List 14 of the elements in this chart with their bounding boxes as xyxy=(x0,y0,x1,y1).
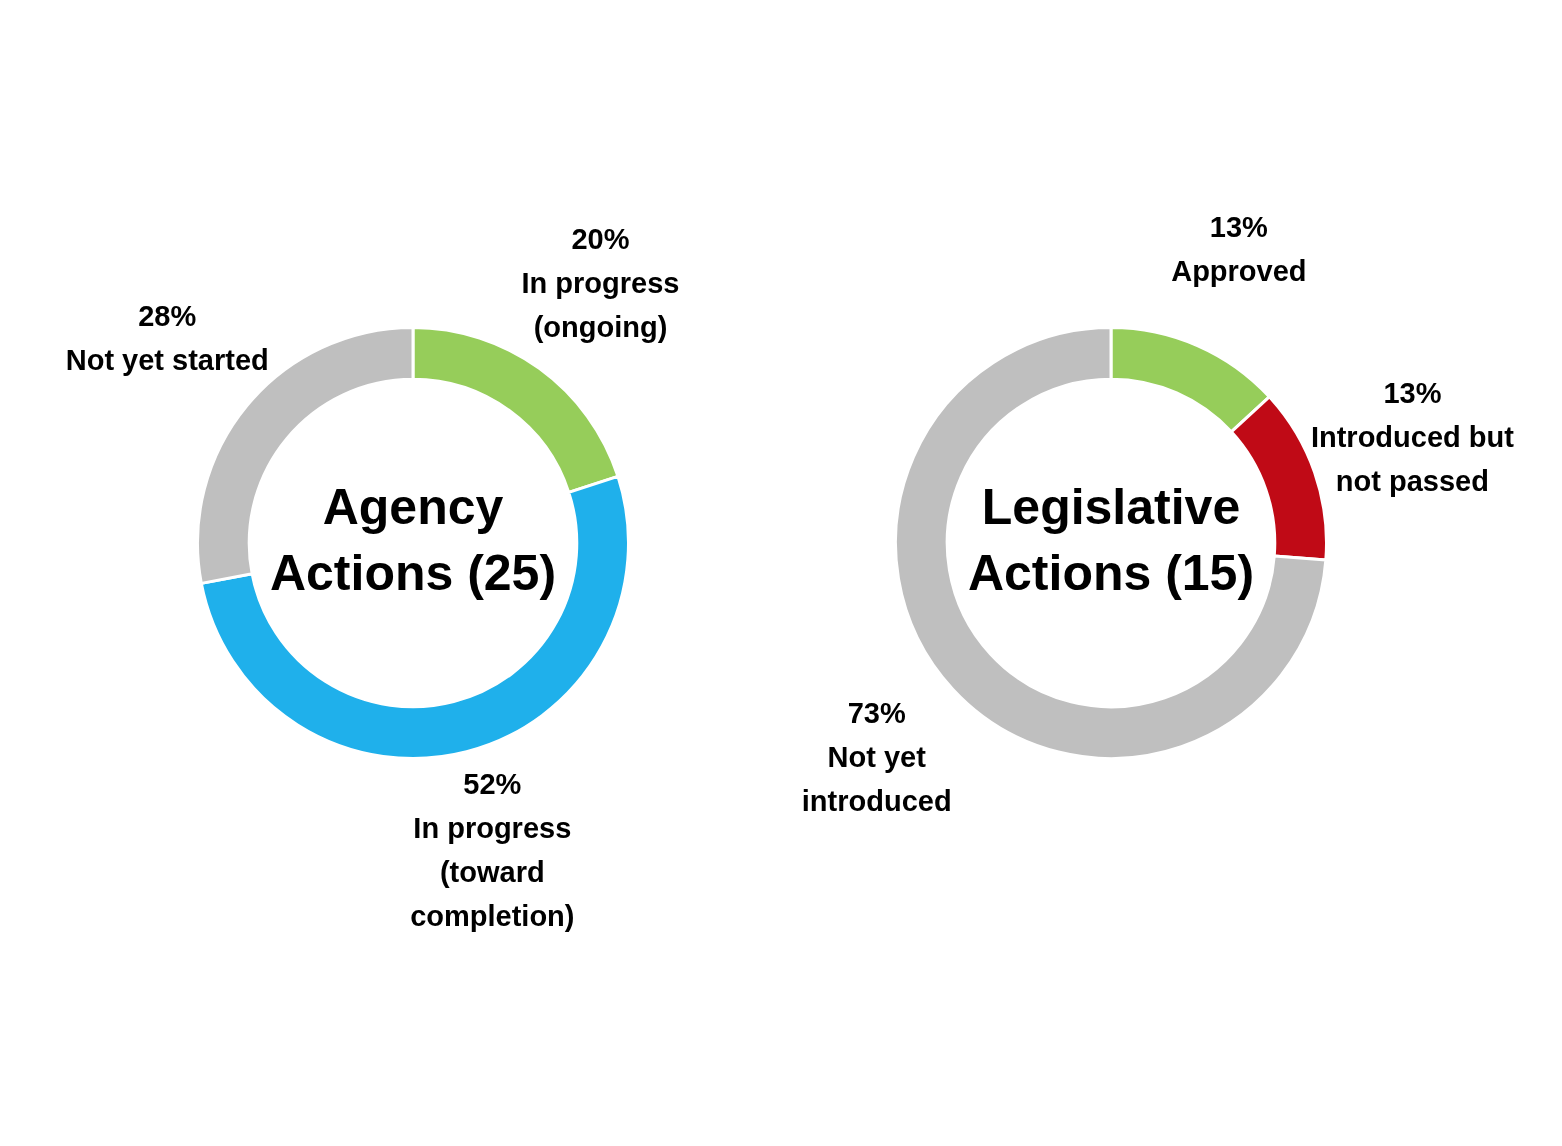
data-label: 73% xyxy=(847,697,906,730)
data-label: 52% xyxy=(463,767,522,800)
slice-label: Introduced but not passed xyxy=(1310,420,1515,497)
data-label: 20% xyxy=(571,222,630,255)
slice-label: Not yet introduced xyxy=(801,741,952,818)
slice-label: Approved xyxy=(1171,254,1307,287)
slice-label: In progress (toward completion) xyxy=(410,811,575,932)
data-label: 13% xyxy=(1383,376,1442,409)
slice-label: Not yet started xyxy=(65,343,269,376)
data-label: 28% xyxy=(138,299,197,332)
text: Legislative Actions (15) xyxy=(967,478,1255,601)
data-label: 13% xyxy=(1209,210,1269,243)
slice-label: In progress (ongoing) xyxy=(521,266,680,343)
text: Agency Actions (25) xyxy=(269,478,557,601)
